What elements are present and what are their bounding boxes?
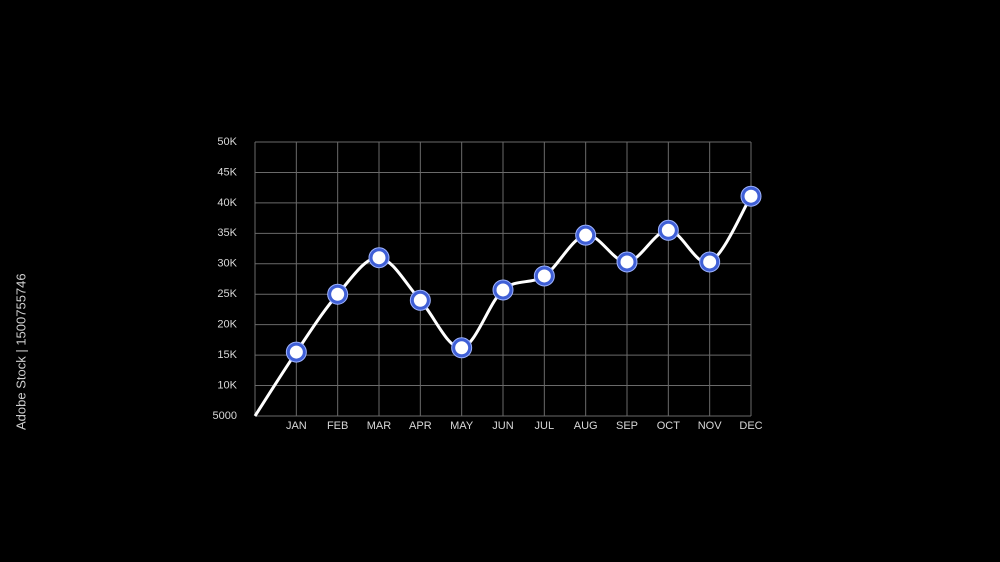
y-tick-label: 45K [217,166,237,178]
marker-center [455,341,469,355]
x-tick-label: NOV [698,420,723,432]
side-caption: Adobe Stock | 1500755746 [13,273,28,430]
x-tick-label: OCT [657,420,681,432]
x-tick-label: JUN [492,420,513,432]
marker-center [579,228,593,242]
y-tick-label: 10K [217,379,237,391]
marker-center [289,345,303,359]
marker-center [496,283,510,297]
marker-center [661,223,675,237]
x-tick-label: APR [409,420,432,432]
marker-center [372,251,386,265]
marker-center [413,293,427,307]
x-tick-label: AUG [574,420,598,432]
x-tick-label: JAN [286,420,307,432]
y-tick-label: 15K [217,349,237,361]
x-tick-label: SEP [616,420,638,432]
x-tick-label: MAY [450,420,474,432]
y-tick-label: 35K [217,227,237,239]
marker-center [331,287,345,301]
marker-center [744,189,758,203]
y-tick-label: 50K [217,136,237,148]
marker-center [703,255,717,269]
x-tick-label: JUL [535,420,555,432]
marker-center [620,255,634,269]
y-tick-label: 25K [217,288,237,300]
x-tick-label: FEB [327,420,348,432]
y-tick-label: 30K [217,258,237,270]
x-tick-label: MAR [367,420,392,432]
y-tick-label: 40K [217,197,237,209]
y-tick-label: 20K [217,319,237,331]
x-tick-label: DEC [739,420,762,432]
y-tick-label: 5000 [213,410,237,422]
marker-center [537,269,551,283]
